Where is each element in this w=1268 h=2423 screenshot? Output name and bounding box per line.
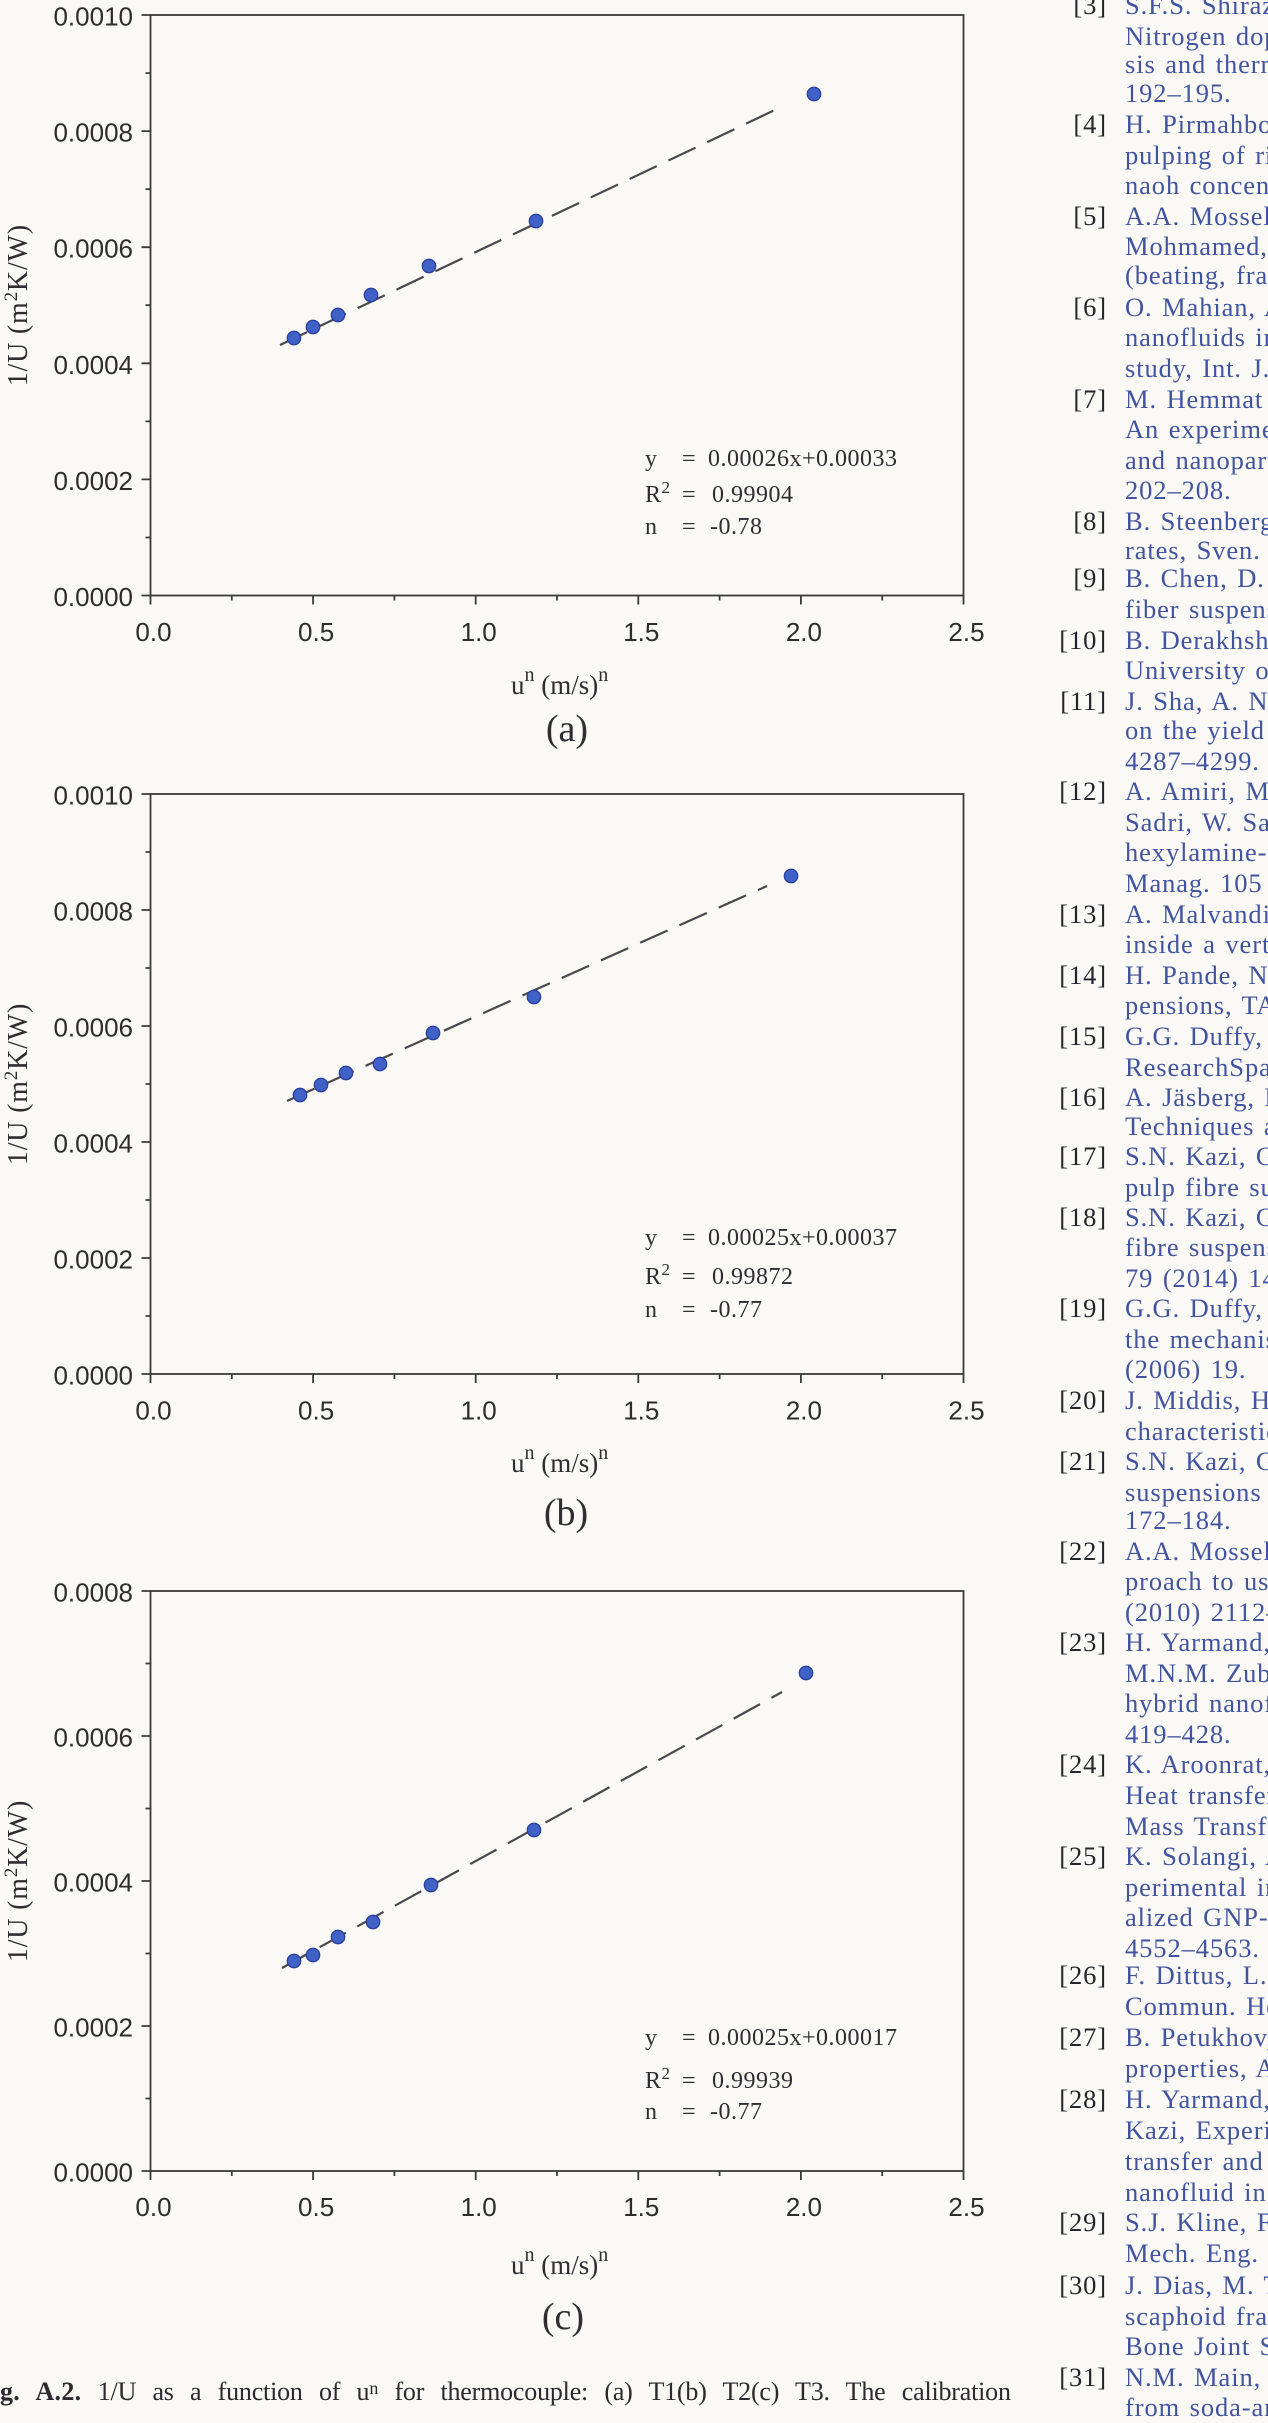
svg-text:=: = (682, 2099, 696, 2125)
svg-text:2.5: 2.5 (948, 617, 984, 647)
svg-text:0.0004: 0.0004 (53, 350, 133, 380)
svg-text:0.0010: 0.0010 (53, 781, 133, 811)
svg-text:0.0004: 0.0004 (53, 1129, 133, 1159)
svg-text:2.5: 2.5 (948, 1396, 984, 1426)
svg-text:0.0000: 0.0000 (53, 2158, 133, 2188)
svg-text:1.0: 1.0 (461, 2192, 497, 2222)
svg-text:=: = (682, 1264, 696, 1290)
svg-text:(b): (b) (544, 1492, 588, 1534)
svg-text:0.0000: 0.0000 (53, 1361, 133, 1391)
svg-text:2.0: 2.0 (786, 617, 822, 647)
svg-text:0.0002: 0.0002 (53, 466, 133, 496)
svg-text:0.0002: 0.0002 (53, 1245, 133, 1275)
svg-text:=: = (682, 446, 696, 472)
svg-text:1.0: 1.0 (461, 617, 497, 647)
svg-text:0.0008: 0.0008 (53, 118, 133, 148)
svg-text:y: y (645, 1225, 658, 1251)
svg-text:0.0006: 0.0006 (53, 1013, 133, 1043)
svg-text:0.5: 0.5 (298, 617, 334, 647)
svg-text:0.00026x+0.00033: 0.00026x+0.00033 (708, 446, 898, 472)
svg-text:0.00025x+0.00037: 0.00025x+0.00037 (708, 1225, 898, 1251)
svg-text:1.0: 1.0 (461, 1396, 497, 1426)
svg-text:0.00025x+0.00017: 0.00025x+0.00017 (708, 2025, 898, 2051)
svg-text:2.0: 2.0 (786, 2192, 822, 2222)
svg-text:0.0008: 0.0008 (53, 897, 133, 927)
svg-text:n: n (645, 514, 658, 540)
svg-text:1.5: 1.5 (623, 1396, 659, 1426)
svg-text:0.0000: 0.0000 (53, 582, 133, 612)
svg-text:1/U (m2K/W): 1/U (m2K/W) (1, 1003, 34, 1165)
svg-text:0.0010: 0.0010 (53, 2, 133, 32)
svg-text:0.5: 0.5 (298, 1396, 334, 1426)
svg-text:1.5: 1.5 (623, 617, 659, 647)
svg-text:0.0004: 0.0004 (53, 1868, 133, 1898)
svg-text:0.0: 0.0 (135, 1396, 171, 1426)
svg-text:-0.77: -0.77 (710, 2099, 763, 2125)
svg-text:0.0006: 0.0006 (53, 1723, 133, 1753)
svg-text:-0.78: -0.78 (710, 514, 763, 540)
svg-text:0.99904: 0.99904 (712, 482, 794, 508)
svg-text:(a): (a) (546, 708, 588, 750)
svg-text:=: = (682, 1225, 696, 1251)
svg-text:2.0: 2.0 (786, 1396, 822, 1426)
svg-text:0.0002: 0.0002 (53, 2013, 133, 2043)
svg-text:y: y (645, 2025, 658, 2051)
svg-text:0.0: 0.0 (135, 2192, 171, 2222)
svg-text:1.5: 1.5 (623, 2192, 659, 2222)
svg-text:0.0: 0.0 (135, 617, 171, 647)
svg-text:un (m/s)n: un (m/s)n (511, 1442, 608, 1478)
svg-text:0.0008: 0.0008 (53, 1578, 133, 1608)
svg-text:=: = (682, 2025, 696, 2051)
svg-text:=: = (682, 2068, 696, 2094)
svg-text:0.99939: 0.99939 (712, 2068, 794, 2094)
svg-text:un (m/s)n: un (m/s)n (511, 664, 608, 700)
svg-text:n: n (645, 2099, 658, 2125)
svg-text:2.5: 2.5 (948, 2192, 984, 2222)
svg-text:R2: R2 (645, 1260, 671, 1290)
svg-text:0.5: 0.5 (298, 2192, 334, 2222)
svg-text:(c): (c) (542, 2296, 584, 2338)
svg-text:=: = (682, 482, 696, 508)
svg-text:0.99872: 0.99872 (712, 1264, 794, 1290)
svg-text:n: n (645, 1297, 658, 1323)
svg-text:R2: R2 (645, 478, 671, 508)
svg-text:R2: R2 (645, 2064, 671, 2094)
svg-text:0.0006: 0.0006 (53, 234, 133, 264)
svg-text:1/U (m2K/W): 1/U (m2K/W) (1, 1800, 34, 1962)
svg-text:=: = (682, 514, 696, 540)
svg-text:-0.77: -0.77 (710, 1297, 763, 1323)
svg-text:=: = (682, 1297, 696, 1323)
svg-text:un (m/s)n: un (m/s)n (511, 2244, 608, 2280)
svg-text:1/U (m2K/W): 1/U (m2K/W) (1, 224, 34, 386)
svg-text:y: y (645, 446, 658, 472)
